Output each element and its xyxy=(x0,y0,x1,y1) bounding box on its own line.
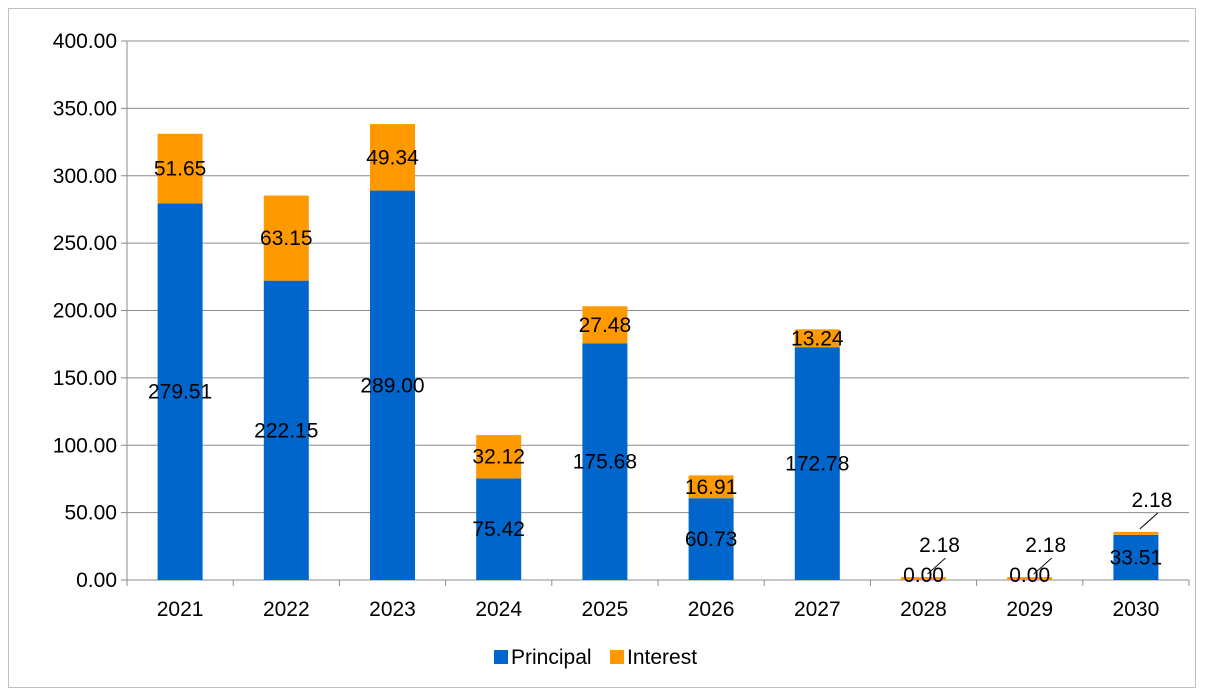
y-tick-label: 200.00 xyxy=(53,300,117,323)
x-tick-label: 2021 xyxy=(157,598,204,621)
data-label-principal: 172.78 xyxy=(785,453,849,476)
bar-interest xyxy=(1007,577,1053,580)
bar-principal xyxy=(1113,534,1159,580)
data-label-principal: 75.42 xyxy=(472,518,525,541)
bar-interest xyxy=(901,577,946,580)
data-label-interest: 2.18 xyxy=(919,534,960,557)
bar-principal xyxy=(688,498,734,580)
leader-line xyxy=(1139,512,1159,530)
legend: Principal Interest xyxy=(494,646,697,669)
data-label-interest: 63.15 xyxy=(260,227,313,250)
data-label-interest: 2.18 xyxy=(1131,489,1172,512)
x-tick-label: 2030 xyxy=(1113,598,1160,621)
y-tick-label: 100.00 xyxy=(53,434,117,457)
data-label-interest: 13.24 xyxy=(791,327,844,350)
data-label-interest: 2.18 xyxy=(1025,534,1066,557)
y-tick-label: 400.00 xyxy=(53,30,117,53)
y-tick-label: 150.00 xyxy=(53,367,117,390)
x-tick-label: 2026 xyxy=(688,598,735,621)
x-tick-label: 2022 xyxy=(263,598,310,621)
bar-principal xyxy=(582,343,628,580)
x-tick-label: 2025 xyxy=(582,598,629,621)
leader-line xyxy=(1033,557,1053,575)
bar-interest xyxy=(794,329,840,348)
data-label-interest: 16.91 xyxy=(685,476,738,499)
data-label-principal: 0.00 xyxy=(1009,564,1050,587)
data-label-principal: 279.51 xyxy=(148,381,212,404)
bars xyxy=(157,124,1159,580)
bar-interest xyxy=(370,124,415,191)
data-label-principal: 0.00 xyxy=(903,564,944,587)
legend-swatch xyxy=(610,650,624,664)
bar-interest xyxy=(688,475,734,499)
bar-principal xyxy=(794,347,840,580)
data-label-principal: 175.68 xyxy=(573,451,637,474)
bar-interest xyxy=(582,306,628,344)
y-tick-label: 300.00 xyxy=(53,165,117,188)
data-label-principal: 289.00 xyxy=(360,374,424,397)
bar-interest xyxy=(263,195,309,281)
data-label-principal: 60.73 xyxy=(685,528,738,551)
x-tick-label: 2028 xyxy=(900,598,947,621)
data-label-interest: 27.48 xyxy=(579,314,632,337)
data-label-interest: 32.12 xyxy=(472,446,525,469)
bar-principal xyxy=(263,280,309,580)
bar-interest xyxy=(157,133,203,204)
legend-swatch xyxy=(494,650,508,664)
x-tick-label: 2023 xyxy=(369,598,416,621)
y-tick-label: 0.00 xyxy=(76,569,117,592)
data-labels: 279.51 51.65 222.15 63.15 289.00 49.34 75.42 32… xyxy=(148,146,1172,587)
y-tick-label: 250.00 xyxy=(53,232,117,255)
data-label-interest: 51.65 xyxy=(154,158,207,181)
x-tick-label: 2027 xyxy=(794,598,841,621)
x-tick-label: 2024 xyxy=(475,598,522,621)
x-axis-ticks: 2021 2022 2023 2024 2025 2026 2027 2028 2029 2030 xyxy=(157,598,1160,621)
bar-interest xyxy=(1113,531,1159,535)
bar-principal xyxy=(370,190,415,580)
x-tick-label: 2029 xyxy=(1006,598,1053,621)
legend-label: Interest xyxy=(627,646,697,669)
bar-principal xyxy=(476,478,522,580)
y-axis-ticks: 0.00 50.00 100.00 150.00 200.00 250.00 300.00 3… xyxy=(53,30,117,592)
leader-line xyxy=(927,557,946,575)
legend-label: Principal xyxy=(511,646,592,669)
bar-interest xyxy=(476,435,522,479)
bar-principal xyxy=(157,203,203,580)
y-tick-label: 350.00 xyxy=(53,97,117,120)
data-label-interest: 49.34 xyxy=(366,146,419,169)
y-tick-label: 50.00 xyxy=(64,502,117,525)
data-label-principal: 222.15 xyxy=(254,419,318,442)
data-label-principal: 33.51 xyxy=(1110,546,1163,569)
